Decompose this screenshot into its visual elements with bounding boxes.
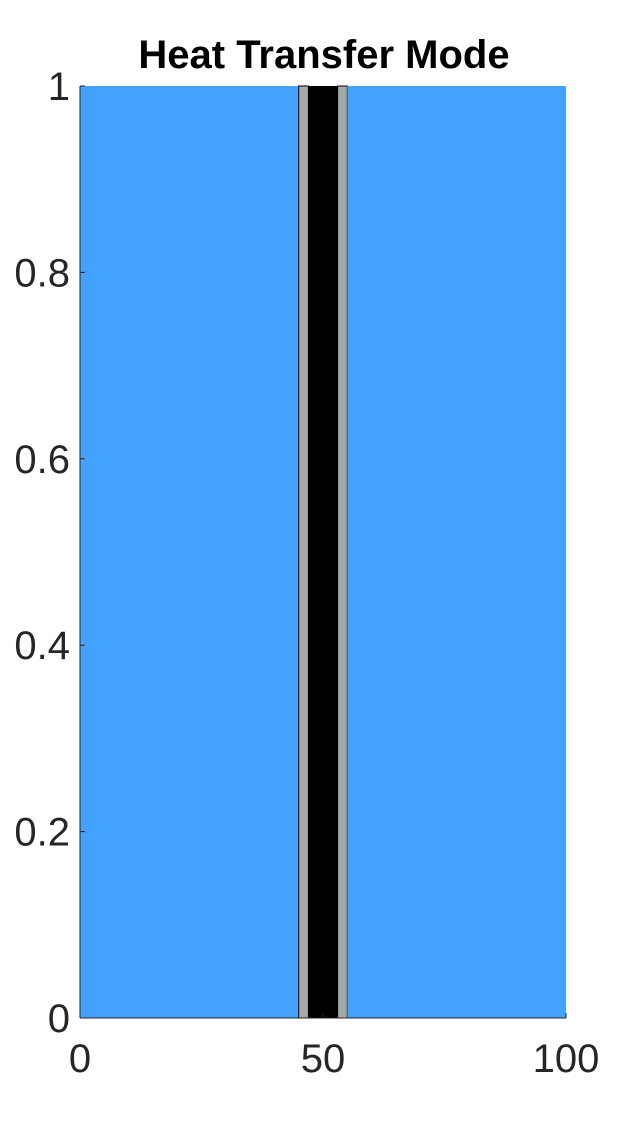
heatmap-band-2 bbox=[298, 85, 309, 1019]
y-tick-label: 0.6 bbox=[14, 438, 70, 482]
heatmap-band-5 bbox=[347, 86, 566, 1018]
heatmap-band-4 bbox=[337, 85, 348, 1019]
x-tick-label: 50 bbox=[301, 1037, 346, 1081]
chart-title: Heat Transfer Mode bbox=[138, 33, 509, 77]
x-tick-label: 0 bbox=[69, 1037, 91, 1081]
y-tick-label: 0.2 bbox=[14, 811, 70, 855]
y-tick-label: 0.8 bbox=[14, 251, 70, 295]
x-tick-label: 100 bbox=[533, 1037, 600, 1081]
plot-area bbox=[80, 85, 566, 1019]
y-tick-label: 0.4 bbox=[14, 624, 70, 668]
heatmap-band-3 bbox=[308, 86, 338, 1018]
y-axis: 0 0.2 0.4 0.6 0.8 1 bbox=[14, 65, 85, 1041]
y-tick-label: 0 bbox=[48, 997, 70, 1041]
x-axis: 0 50 100 bbox=[69, 1013, 600, 1081]
heatmap-band-1 bbox=[80, 86, 299, 1018]
y-tick-label: 1 bbox=[48, 65, 70, 109]
